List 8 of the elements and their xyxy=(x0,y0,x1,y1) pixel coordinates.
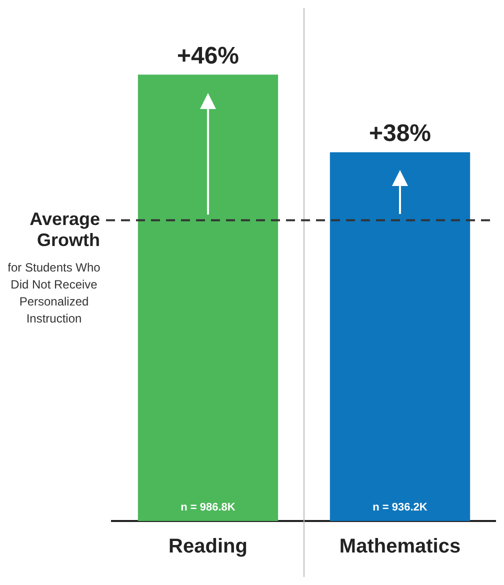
data-label: +46% xyxy=(176,42,240,70)
annotation: n = 936.2K xyxy=(372,502,428,514)
annotation: n = 986.8K xyxy=(180,502,236,514)
x-tick-label: Mathematics xyxy=(339,536,461,558)
x-tick-label: Reading xyxy=(168,536,248,558)
data-label: +38% xyxy=(368,120,432,147)
ref-line-label: Average Growth xyxy=(30,209,100,250)
text: for Students Who Did Not Receive Personalized Instruction xyxy=(8,260,101,326)
